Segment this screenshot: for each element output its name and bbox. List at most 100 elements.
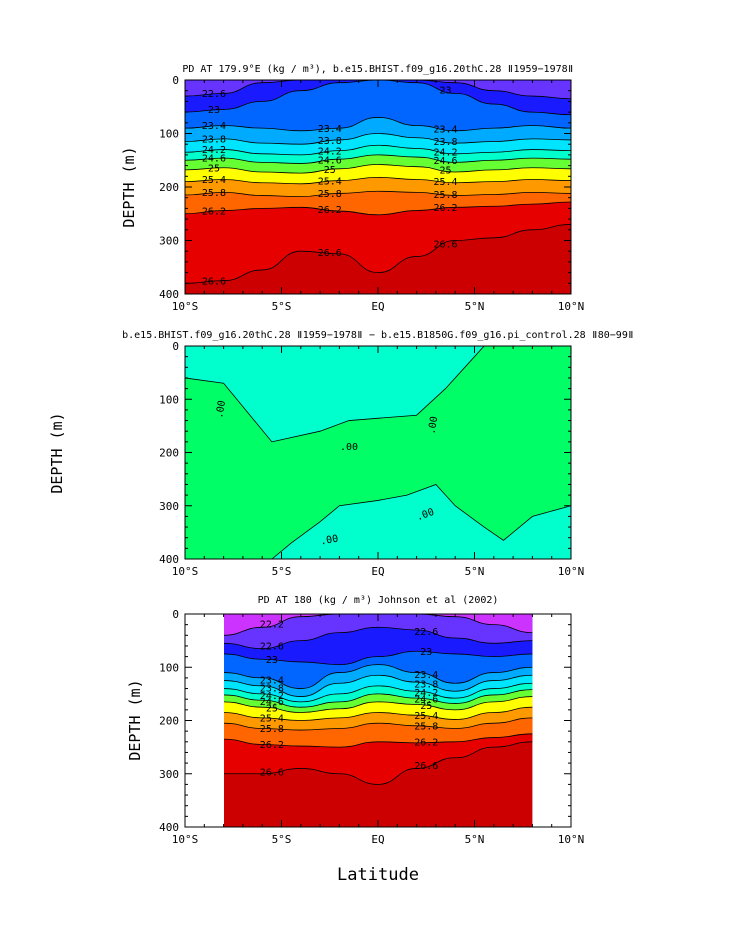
p1-contour-label: 23 — [440, 86, 452, 97]
p3-contour — [224, 614, 533, 636]
p1-contour — [185, 224, 571, 284]
p3-contour — [224, 626, 533, 650]
p1-contour — [185, 164, 571, 174]
p1-ytick-label: 300 — [159, 235, 179, 248]
p2-xtick-label: 10°N — [558, 565, 585, 578]
p2-ytick-label: 0 — [172, 340, 179, 353]
p3-contour — [224, 696, 533, 713]
p3-contour — [224, 706, 533, 721]
p1-xtick-label: EQ — [371, 300, 384, 313]
p3-contour — [224, 741, 533, 785]
p1-contour-label: 24.6 — [318, 155, 342, 166]
p3-ytick-label: 100 — [159, 661, 179, 674]
p3-contour-label: 22.6 — [260, 642, 284, 653]
panel-difference: b.e15.BHIST.f09_g16.20thC.28 ǁ1959−1978ǁ… — [48, 330, 634, 578]
p1-contour-label: 25.4 — [202, 175, 226, 186]
p3-contour — [224, 664, 533, 689]
p3-xtick-label: 10°N — [558, 833, 585, 846]
p1-ytick-label: 400 — [159, 288, 179, 301]
xlabel: Latitude — [337, 865, 419, 885]
p3-contour-label: 23.4 — [260, 676, 284, 687]
p1-contour-label: 23.8 — [202, 135, 226, 146]
p2-contour-label: .00 — [426, 416, 440, 436]
p1-xtick-label: 10°N — [558, 300, 585, 313]
p3-xtick-label: 5°S — [272, 833, 292, 846]
p1-contour — [185, 133, 571, 145]
p3-contour — [224, 689, 533, 708]
p3-contour — [224, 733, 533, 748]
p3-contour-label: 25 — [266, 704, 278, 715]
p1-contour-label: 24.2 — [318, 147, 342, 158]
p3-ytick-label: 200 — [159, 715, 179, 728]
p1-contour-label: 23.4 — [318, 124, 342, 135]
p1-contour-label: 26.2 — [434, 203, 458, 214]
p1-contour-label: 24.2 — [434, 147, 458, 158]
p1-contour-label: 25.4 — [434, 177, 458, 188]
p2-ytick-label: 400 — [159, 553, 179, 566]
p3-band — [224, 614, 533, 649]
p1-contour-label: 24.2 — [202, 145, 226, 156]
p3-contour — [224, 717, 533, 731]
p3-xtick-label: EQ — [371, 833, 384, 846]
p3-contour-label: 25.8 — [260, 724, 284, 735]
p3-contour-label: 22.2 — [260, 620, 284, 631]
p3-contour-label: 26.6 — [260, 767, 284, 778]
p3-contour-label: 23.8 — [414, 679, 438, 690]
p2-xtick-label: 5°S — [272, 565, 292, 578]
p3-ytick-label: 300 — [159, 768, 179, 781]
p1-contour-label: 24.6 — [434, 156, 458, 167]
p2-region-negative-lower — [271, 483, 571, 559]
p3-contour-label: 23 — [420, 647, 432, 658]
p3-contour — [224, 682, 533, 703]
p1-contour-label: 26.2 — [318, 205, 342, 216]
p3-contour-label: 23.8 — [260, 684, 284, 695]
p3-contour-label: 24.2 — [414, 688, 438, 699]
p1-band — [185, 80, 571, 115]
p3-ytick-label: 0 — [172, 608, 179, 621]
p1-contour-label: 23 — [208, 105, 220, 116]
p3-contour-label: 24.6 — [414, 694, 438, 705]
p1-xtick-label: 5°S — [272, 300, 292, 313]
p3-contour-label: 25 — [420, 701, 432, 712]
p3-contour — [224, 674, 533, 697]
p2-ytick-label: 100 — [159, 393, 179, 406]
p2-ytick-label: 300 — [159, 500, 179, 513]
p3-ytick-label: 400 — [159, 821, 179, 834]
p1-ytick-label: 200 — [159, 181, 179, 194]
p1-contour — [185, 201, 571, 216]
p2-ytick-label: 200 — [159, 447, 179, 460]
p1-xtick-label: 10°S — [172, 300, 199, 313]
p3-contour-label: 26.2 — [260, 740, 284, 751]
panel3-title: PD AT 180 (kg / m³) Johnson et al (2002) — [258, 595, 499, 606]
p1-contour-label: 26.2 — [202, 206, 226, 217]
p1-contour-label: 24.6 — [202, 154, 226, 165]
p1-xtick-label: 5°N — [465, 300, 485, 313]
p3-contour-label: 23.4 — [414, 670, 438, 681]
p1-contour-label: 25 — [208, 163, 220, 174]
p1-contour-label: 26.6 — [434, 240, 458, 251]
p1-contour — [185, 117, 571, 132]
p1-contour — [185, 80, 571, 116]
p1-contour-label: 26.6 — [318, 248, 342, 259]
p2-xtick-label: 10°S — [172, 565, 199, 578]
p1-contour — [185, 154, 571, 164]
p1-contour-label: 25.8 — [434, 190, 458, 201]
panel3-ylabel: DEPTH (m) — [126, 679, 144, 760]
p1-contour-label: 25 — [324, 165, 336, 176]
panel-model-density: PD AT 179.9°E (kg / m³), b.e15.BHIST.f09… — [120, 64, 584, 313]
p1-ytick-label: 100 — [159, 128, 179, 141]
panel2-ylabel: DEPTH (m) — [48, 412, 66, 493]
p3-contour-label: 25.8 — [414, 721, 438, 732]
p1-contour-label: 25.8 — [318, 189, 342, 200]
p2-contour-label: .00 — [214, 400, 228, 420]
p1-contour-label: 23.4 — [434, 124, 458, 135]
p1-contour-label: 25.4 — [318, 176, 342, 187]
p3-contour-label: 25.4 — [414, 711, 438, 722]
panel2-title: b.e15.BHIST.f09_g16.20thC.28 ǁ1959−1978ǁ… — [122, 330, 634, 341]
p3-xtick-label: 10°S — [172, 833, 199, 846]
p2-contour-label: .00 — [340, 442, 358, 453]
p2-xtick-label: EQ — [371, 565, 384, 578]
p3-contour-label: 26.6 — [414, 761, 438, 772]
p3-contour-label: 25.4 — [260, 714, 284, 725]
